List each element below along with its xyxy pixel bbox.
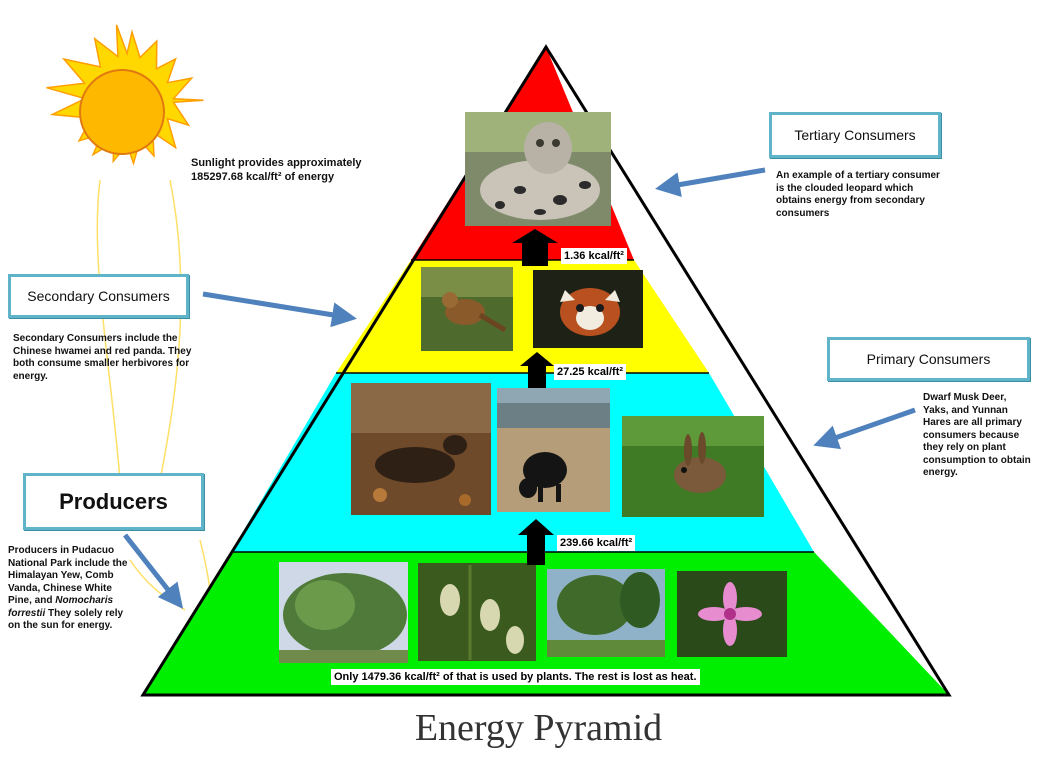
photo-red-panda <box>533 270 643 348</box>
sun-disc <box>79 69 165 155</box>
secondary-consumers-box: Secondary Consumers <box>8 274 189 318</box>
tertiary-consumers-text: An example of a tertiary consumer is the… <box>776 170 940 219</box>
photo-chinese-white-pine <box>547 569 665 657</box>
tertiary-consumers-box: Tertiary Consumers <box>769 112 941 158</box>
photo-comb-vanda <box>418 563 536 661</box>
sunlight-text: Sunlight provides approximately 185297.6… <box>191 157 362 183</box>
pyramid-level-secondary <box>336 260 709 373</box>
producers-box: Producers <box>23 473 204 530</box>
arrow-producers-to-primary <box>518 519 554 565</box>
producers-title: Producers <box>59 488 168 514</box>
pyramid-outline <box>140 44 952 697</box>
photo-himalayan-yew <box>279 562 408 663</box>
secondary-consumers-title: Secondary Consumers <box>27 288 170 304</box>
secondary-consumers-text: Secondary Consumers include the Chinese … <box>13 333 192 382</box>
photo-yak <box>497 388 610 512</box>
page-title: Energy Pyramid <box>414 707 663 749</box>
photo-nomocharis-forrestii <box>677 571 787 657</box>
tertiary-consumers-title: Tertiary Consumers <box>794 127 916 143</box>
arrow-primary-to-secondary <box>520 352 554 388</box>
photo-clouded-leopard <box>465 112 611 226</box>
primary-consumers-box: Primary Consumers <box>827 337 1030 381</box>
arrow-secondary-label <box>202 291 357 328</box>
producers-text-species: Nomocharis forrestii <box>8 595 114 619</box>
label-pointer-arrows <box>123 167 916 609</box>
arrow-primary-label <box>813 407 916 450</box>
energy-secondary-label: 27.25 kcal/ft² <box>554 364 627 380</box>
producers-text-end: They solely rely on the sun for energy. <box>8 607 124 632</box>
producers-text-start: Producers in Pudacuo National Park inclu… <box>8 545 128 606</box>
producers-text: Producers in Pudacuo National Park inclu… <box>8 545 133 633</box>
energy-flow-arrows <box>512 229 558 565</box>
arrow-tertiary-label <box>655 167 766 197</box>
energy-plants-label: Only 1479.36 kcal/ft² of that is used by… <box>331 669 700 685</box>
sun-icon <box>46 24 204 166</box>
primary-consumers-title: Primary Consumers <box>866 351 991 367</box>
primary-consumers-text: Dwarf Musk Deer, Yaks, and Yunnan Hares … <box>923 392 1031 478</box>
photo-chinese-hwamei <box>421 267 513 351</box>
arrow-secondary-to-tertiary <box>512 229 558 266</box>
photo-dwarf-musk-deer <box>351 383 491 515</box>
energy-tertiary-label: 1.36 kcal/ft² <box>561 248 627 264</box>
energy-primary-label: 239.66 kcal/ft² <box>557 535 636 551</box>
photo-yunnan-hare <box>622 416 764 517</box>
arrow-producers-label <box>123 533 184 609</box>
